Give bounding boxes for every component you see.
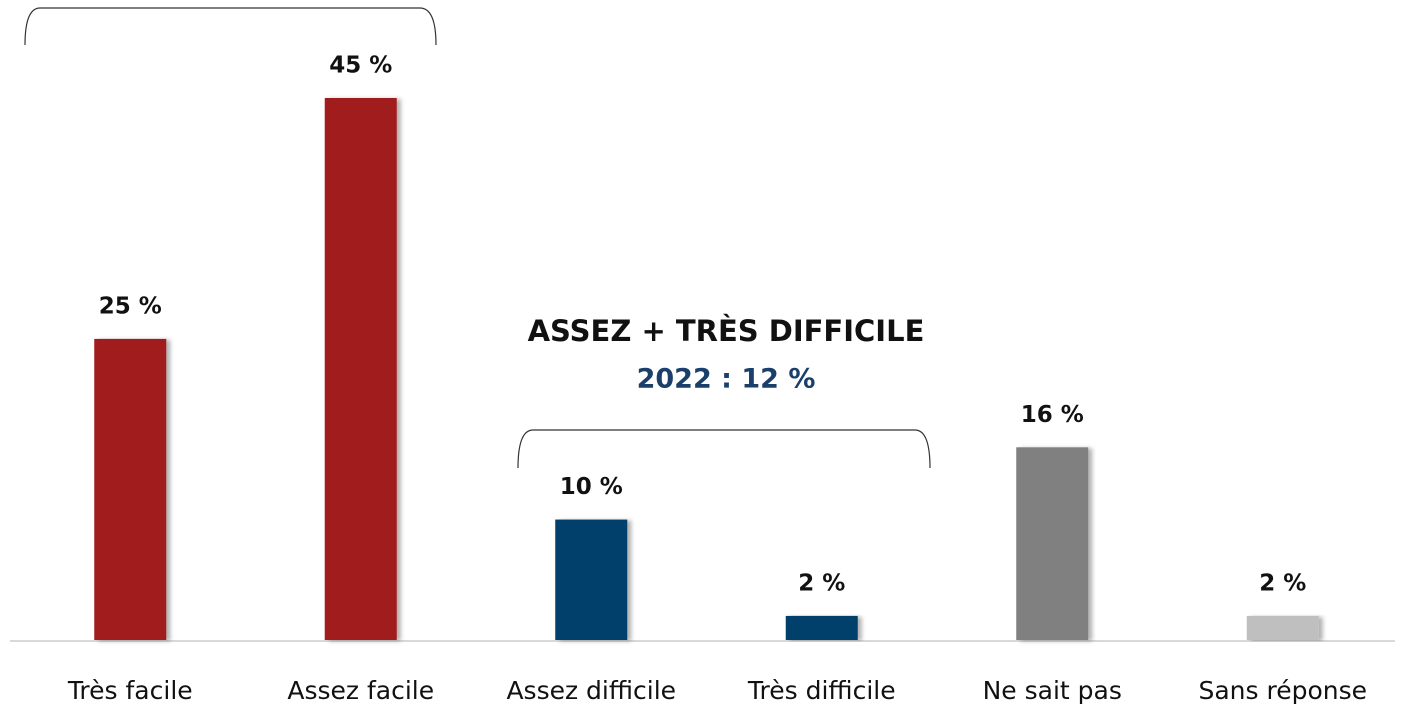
x-tick-label: Très facile bbox=[67, 676, 193, 705]
value-label: 2 % bbox=[798, 570, 845, 596]
x-tick-label: Ne sait pas bbox=[983, 676, 1122, 705]
x-tick-label: Très difficile bbox=[747, 676, 896, 705]
value-label: 45 % bbox=[329, 53, 392, 79]
bar bbox=[94, 338, 167, 640]
bar bbox=[324, 98, 397, 640]
value-label: 10 % bbox=[560, 474, 623, 500]
x-tick-label: Assez difficile bbox=[506, 676, 676, 705]
bar bbox=[785, 615, 858, 640]
value-label: 25 % bbox=[99, 293, 162, 319]
bar bbox=[555, 519, 628, 640]
bracket bbox=[24, 7, 437, 46]
x-tick-label: Assez facile bbox=[287, 676, 434, 705]
annotation-subtitle: 2022 : 12 % bbox=[637, 364, 816, 395]
bar bbox=[1016, 447, 1089, 640]
x-tick-label: Sans réponse bbox=[1198, 676, 1367, 705]
value-label: 16 % bbox=[1021, 402, 1084, 428]
bracket bbox=[517, 429, 931, 469]
annotation-title: ASSEZ + TRÈS DIFFICILE bbox=[528, 314, 925, 348]
value-label: 2 % bbox=[1259, 570, 1306, 596]
bar bbox=[1246, 615, 1319, 640]
